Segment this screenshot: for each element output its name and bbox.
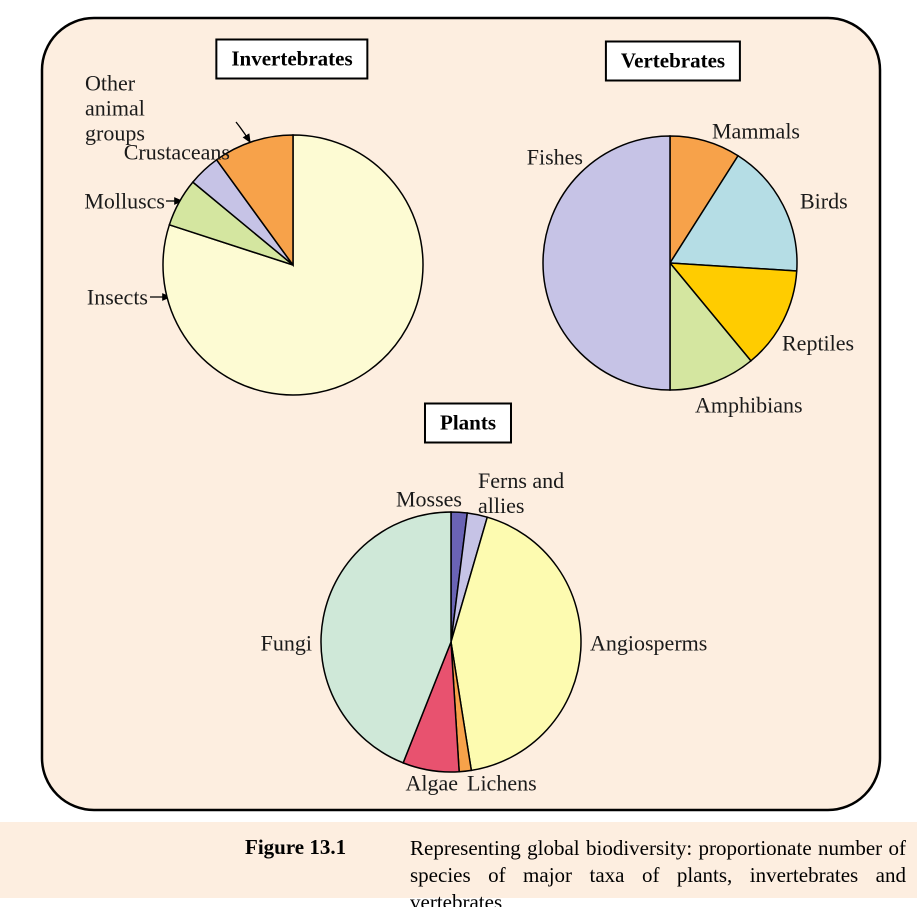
pie-slice bbox=[542, 135, 671, 391]
slice-label: Molluscs bbox=[84, 188, 165, 214]
slice-label: Amphibians bbox=[695, 392, 803, 418]
pie-slice bbox=[320, 511, 452, 764]
slice-label: Reptiles bbox=[782, 330, 855, 356]
pie-slice bbox=[215, 134, 294, 268]
slice-label: Fishes bbox=[526, 144, 583, 170]
caption-text: Representing global biodiversity: propor… bbox=[410, 836, 906, 907]
slice-label: Other animal groups bbox=[85, 70, 145, 146]
slice-label: Insects bbox=[86, 284, 148, 310]
pie-slice bbox=[450, 516, 582, 772]
figure-label: Figure 13.1 bbox=[245, 835, 347, 859]
pie-title: Plants bbox=[423, 402, 513, 444]
slice-label: Ferns and allies bbox=[478, 468, 565, 518]
leader-line bbox=[235, 121, 251, 144]
slice-label: Crustaceans bbox=[123, 139, 230, 165]
pie-title: Vertebrates bbox=[604, 40, 742, 82]
slice-label: Algae bbox=[405, 770, 458, 796]
caption-band bbox=[0, 822, 917, 898]
slice-label: Angiosperms bbox=[590, 630, 708, 656]
pie-slice bbox=[669, 260, 753, 391]
slice-label: Lichens bbox=[467, 770, 537, 796]
slice-label: Fungi bbox=[260, 630, 312, 656]
pies bbox=[162, 134, 798, 773]
pie-title: Invertebrates bbox=[215, 38, 369, 80]
slice-label: Birds bbox=[800, 188, 848, 214]
slice-label: Mammals bbox=[712, 118, 800, 144]
pie-slice bbox=[668, 262, 798, 362]
pie-slice bbox=[668, 154, 798, 272]
slice-label: Mosses bbox=[395, 486, 462, 512]
